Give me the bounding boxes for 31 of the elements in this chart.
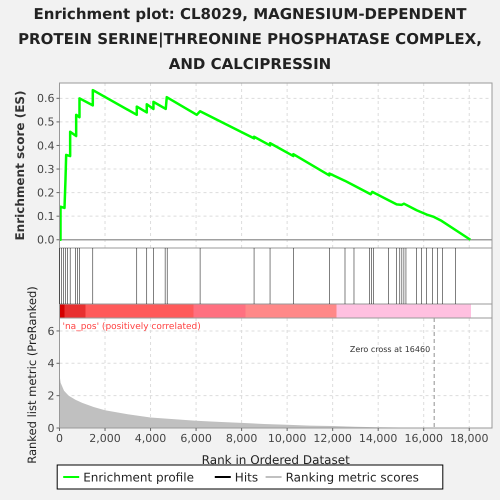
annotation: 'na_pos' (positively correlated) bbox=[62, 322, 201, 332]
y-tick-label: 0.0 bbox=[37, 234, 54, 247]
legend-label: Hits bbox=[234, 470, 258, 484]
y-tick-label: 2 bbox=[48, 389, 54, 402]
y-tick-label: 0 bbox=[48, 422, 54, 435]
x-tick-label: 16,000 bbox=[404, 432, 443, 445]
chart-title: Enrichment plot: CL8029, MAGNESIUM-DEPENDENT PROTEIN SERINE|THREONINE PHOSPHATASE COMPLEX, AND CALCIPRESSIN bbox=[18, 5, 482, 73]
x-tick-label: 10,000 bbox=[268, 432, 306, 445]
x-tick-label: 6,000 bbox=[180, 432, 212, 445]
x-tick-label: 18,000 bbox=[450, 432, 488, 445]
y-tick-label: 0.6 bbox=[37, 92, 54, 106]
line-series bbox=[58, 88, 472, 241]
y-tick-label: 0.3 bbox=[37, 162, 54, 176]
y-tick-label: 6 bbox=[48, 324, 54, 338]
y-axis-title: Ranked list metric (PreRanked) bbox=[25, 286, 39, 464]
x-axis-title: Rank in Ordered Dataset bbox=[202, 453, 350, 467]
x-tick-label: 8,000 bbox=[226, 432, 258, 445]
legend-label: Enrichment profile bbox=[83, 470, 194, 484]
x-tick-label: 14,000 bbox=[358, 432, 398, 445]
y-tick-label: 0.1 bbox=[37, 210, 54, 224]
x-tick-label: 0 bbox=[56, 432, 63, 445]
x-tick-label: 12,000 bbox=[313, 432, 352, 445]
y-tick-label: 4 bbox=[48, 357, 54, 370]
ref-line-label: Zero cross at 16460 bbox=[350, 345, 430, 354]
legend-label: Ranking metric scores bbox=[286, 470, 419, 484]
x-tick-label: 4,000 bbox=[134, 432, 166, 445]
y-tick-label: 0.4 bbox=[37, 139, 54, 152]
y-tick-label: 0.2 bbox=[37, 186, 54, 200]
x-tick-label: 2,000 bbox=[89, 432, 121, 445]
y-axis-title: Enrichment score (ES) bbox=[13, 90, 27, 241]
y-tick-label: 0.5 bbox=[37, 116, 54, 129]
